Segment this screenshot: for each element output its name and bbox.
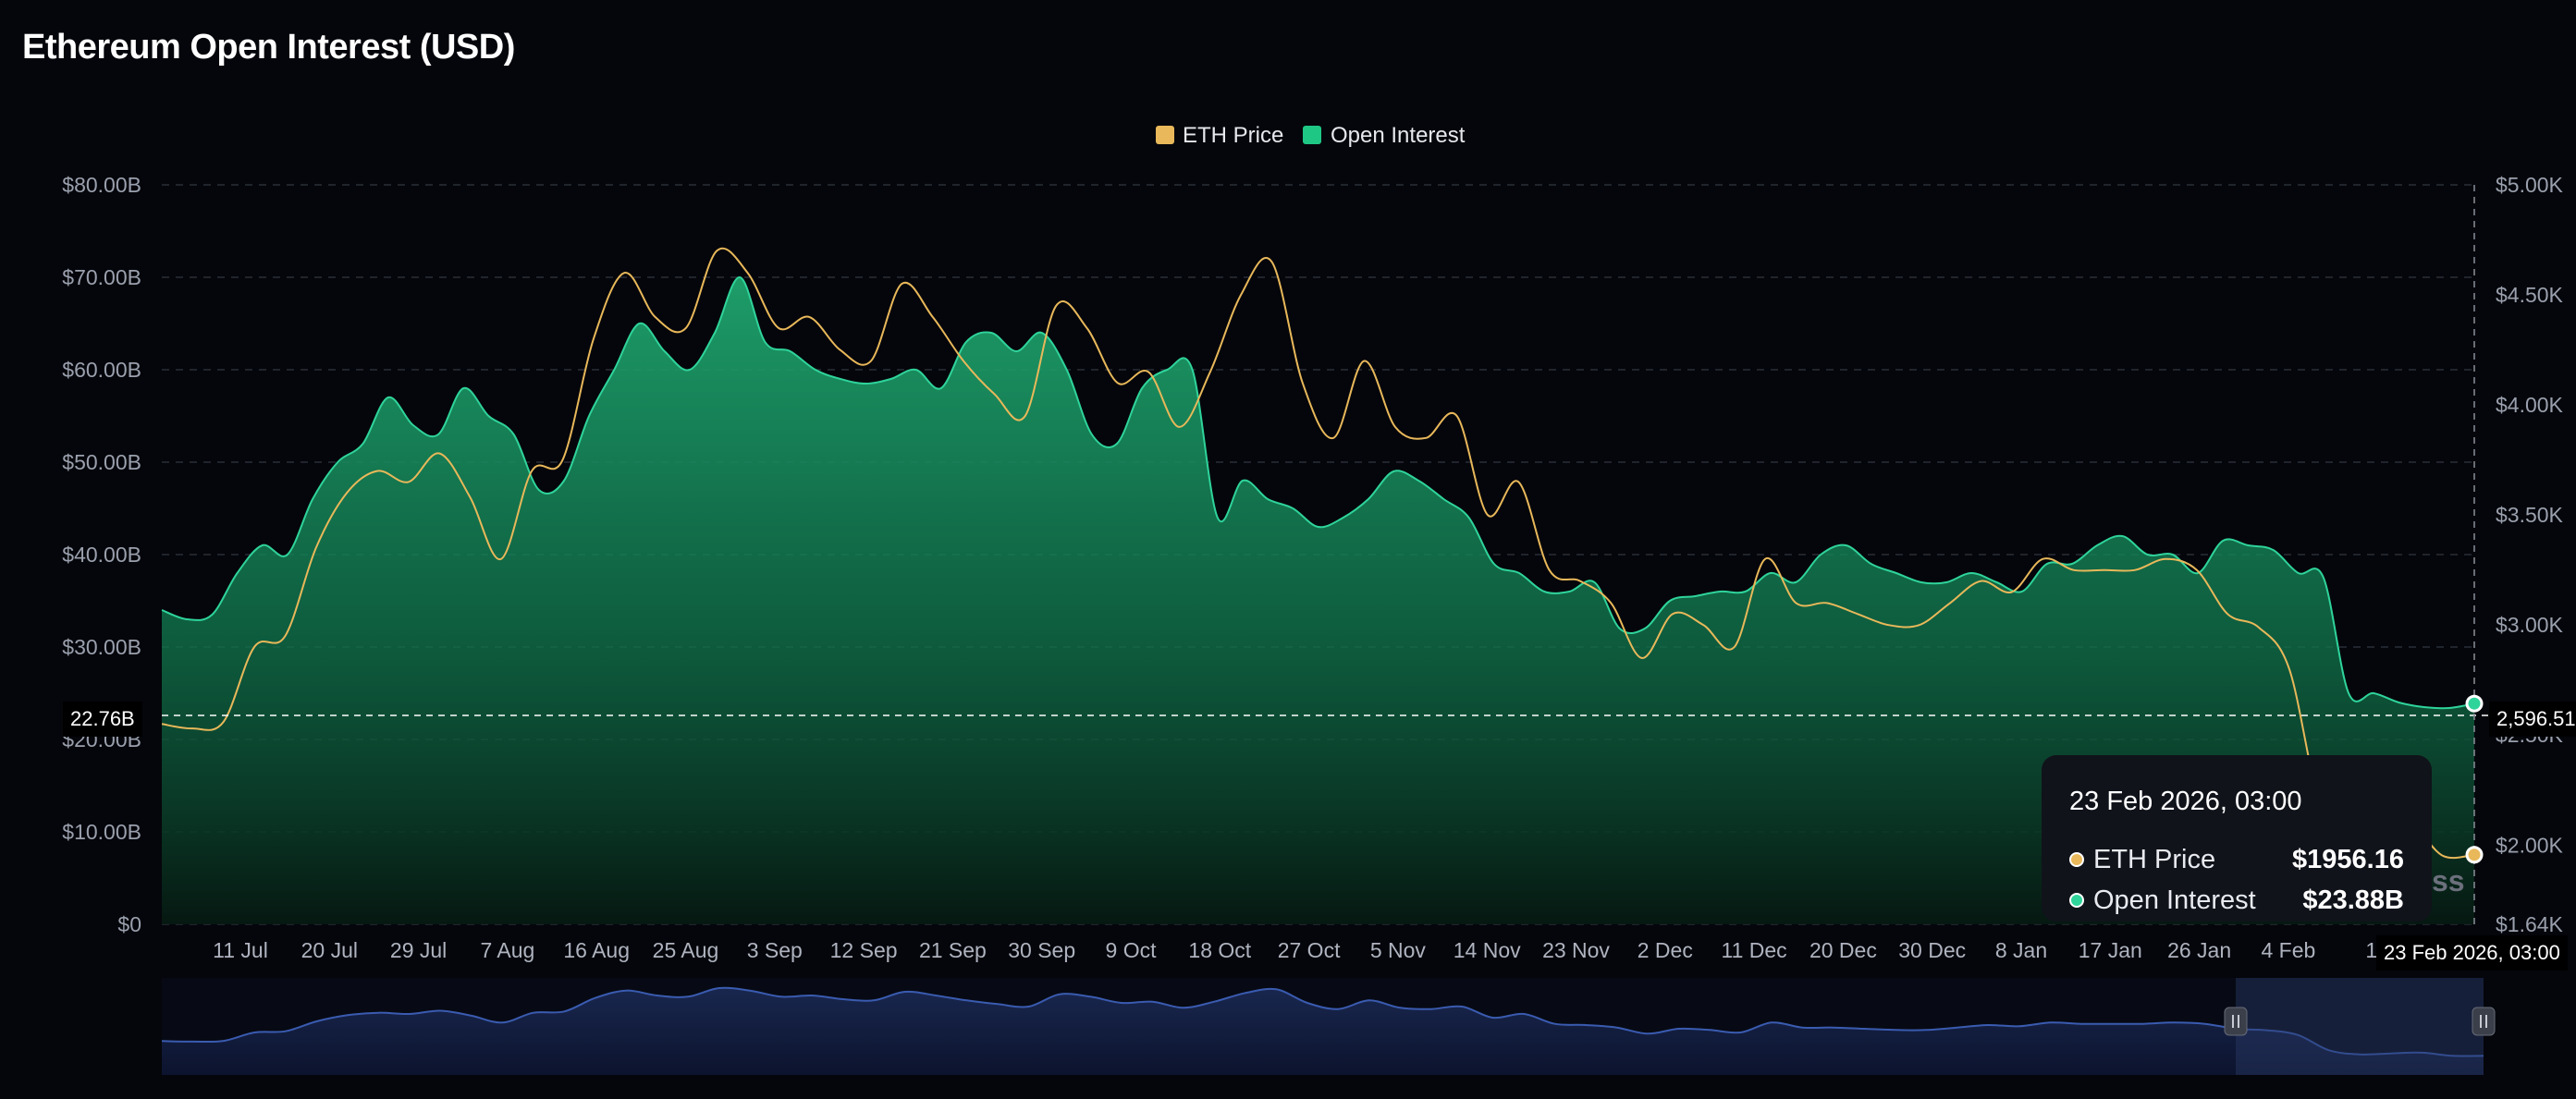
tooltip: 23 Feb 2026, 03:00 ETH Price $1956.16 Op… [2042, 755, 2432, 922]
x-tick-label: 27 Oct [1278, 938, 1341, 962]
legend-swatch-eth-price [1156, 126, 1174, 144]
y-left-tick-label: $10.00B [62, 820, 141, 844]
navigator-handle-body[interactable] [2472, 1007, 2496, 1036]
y-right-tick-label: $4.00K [2496, 393, 2564, 417]
legend-swatch-open-interest [1303, 126, 1321, 144]
x-tick-label: 18 Oct [1188, 938, 1251, 962]
tooltip-date: 23 Feb 2026, 03:00 [2069, 787, 2302, 816]
x-tick-label: 23 Nov [1542, 938, 1610, 962]
eth-price-marker [2465, 846, 2484, 864]
x-tick-label: 16 Aug [563, 938, 630, 962]
x-tick-label: 7 Aug [480, 938, 534, 962]
series-layer: ss [161, 247, 2475, 924]
navigator-area [162, 987, 2484, 1075]
x-tick-label: 11 Dec [1722, 938, 1787, 962]
navigator-selection[interactable] [2236, 978, 2484, 1075]
y-right-tick-label: $5.00K [2496, 173, 2564, 197]
x-tick-label: 30 Sep [1008, 938, 1075, 962]
x-tick-label: 3 Sep [747, 938, 803, 962]
tooltip-row-eth-price: ETH Price $1956.16 [2069, 839, 2404, 880]
x-tick-label: 21 Sep [919, 938, 987, 962]
tooltip-name-eth-price: ETH Price [2093, 844, 2216, 874]
crosshair-right-label: 2,596.51 [2489, 702, 2576, 737]
open-interest-marker [2465, 694, 2484, 713]
navigator-line [161, 986, 2484, 1057]
y-left-tick-label: $80.00B [62, 173, 141, 197]
x-tick-label: 9 Oct [1106, 938, 1158, 962]
x-tick-label: 12 Sep [830, 938, 898, 962]
legend-label-eth-price: ETH Price [1183, 123, 1283, 148]
crosshair [162, 185, 2502, 924]
legend-item-open-interest[interactable]: Open Interest [1303, 123, 1466, 148]
y-right-tick-label: $3.50K [2496, 503, 2564, 527]
y-left-tick-label: $60.00B [62, 358, 141, 382]
tooltip-value-eth-price: $1956.16 [2292, 844, 2404, 874]
watermark-partial: ss [2432, 864, 2465, 898]
x-tick-label: 29 Jul [390, 938, 447, 962]
x-tick-label: 25 Aug [653, 938, 719, 962]
open-interest-area [162, 276, 2474, 924]
x-tick-label: 11 Jul [213, 938, 268, 962]
tooltip-dot-eth-price [2069, 852, 2084, 867]
x-tick-label: 17 Jan [2079, 938, 2142, 962]
x-tick-label: 8 Jan [1995, 938, 2047, 962]
y-left-tick-label: $0 [117, 912, 141, 936]
y-right-tick-label: $1.64K [2496, 912, 2564, 936]
x-tick-label: 26 Jan [2167, 938, 2231, 962]
chart-title: Ethereum Open Interest (USD) [22, 28, 515, 67]
y-axis-left: $0$10.00B$20.00B$30.00B$40.00B$50.00B$60… [62, 173, 141, 936]
eth-price-line [161, 247, 2475, 860]
x-tick-label: 14 Nov [1454, 938, 1521, 962]
x-tick-label: 5 Nov [1370, 938, 1427, 962]
x-tick-label: 2 Dec [1638, 938, 1693, 962]
y-left-tick-label: $40.00B [62, 543, 141, 567]
tooltip-name-open-interest: Open Interest [2093, 885, 2256, 915]
legend-label-open-interest: Open Interest [1331, 123, 1466, 148]
navigator[interactable] [161, 978, 2496, 1075]
crosshair-date-label: 23 Feb 2026, 03:00 [2376, 935, 2568, 971]
crosshair-left-label: 22.76B [63, 702, 142, 737]
y-right-tick-label: $4.50K [2496, 283, 2564, 307]
open-interest-line [161, 276, 2475, 710]
y-left-tick-label: $50.00B [62, 450, 141, 474]
navigator-handle-body[interactable] [2224, 1007, 2248, 1036]
navigator-handle-left[interactable] [2224, 1007, 2248, 1036]
y-right-tick-label: $2.00K [2496, 833, 2564, 857]
tooltip-dot-open-interest [2069, 893, 2084, 908]
x-tick-label: 30 Dec [1898, 938, 1966, 962]
x-axis: 11 Jul 20 Jul 29 Jul 7 Aug 16 Aug 25 Aug 3 Sep… [213, 938, 2389, 962]
legend: ETH Price Open Interest [1156, 123, 1466, 148]
tooltip-row-open-interest: Open Interest $23.88B [2069, 880, 2404, 921]
x-tick-label: 20 Dec [1809, 938, 1877, 962]
x-tick-label: 20 Jul [301, 938, 358, 962]
y-right-tick-label: $3.00K [2496, 613, 2564, 637]
y-left-tick-label: $70.00B [62, 265, 141, 289]
y-left-tick-label: $30.00B [62, 635, 141, 659]
legend-item-eth-price[interactable]: ETH Price [1156, 123, 1283, 148]
x-tick-label: 4 Feb [2261, 938, 2315, 962]
y-axis-right: $1.64K$2.00K$2.50K$3.00K$3.50K$4.00K$4.5… [2496, 173, 2564, 936]
tooltip-value-open-interest: $23.88B [2302, 885, 2404, 915]
navigator-handle-right[interactable] [2472, 1007, 2496, 1036]
